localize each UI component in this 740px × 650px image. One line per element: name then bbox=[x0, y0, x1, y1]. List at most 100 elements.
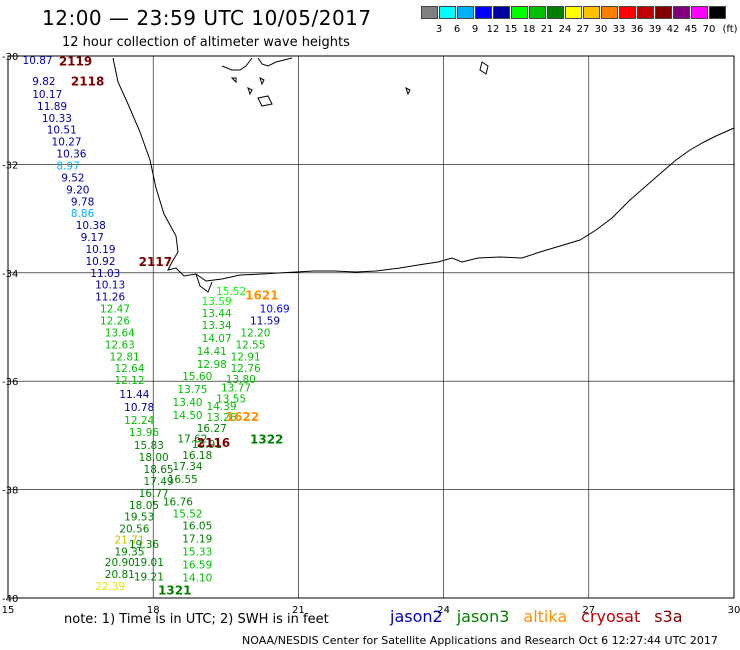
wave-height-value: 12.12 bbox=[114, 375, 144, 387]
lon-tick-label: 15 bbox=[2, 605, 15, 616]
legend-swatch bbox=[457, 6, 474, 19]
wave-height-value: 12.20 bbox=[240, 327, 270, 339]
wave-height-value: 19.53 bbox=[124, 512, 154, 524]
page-subtitle: 12 hour collection of altimeter wave hei… bbox=[62, 35, 350, 50]
legend-swatch bbox=[583, 6, 600, 19]
legend-label: 24 bbox=[558, 24, 572, 35]
wave-height-value: 16.77 bbox=[139, 488, 169, 500]
legend-label: 3 bbox=[435, 24, 443, 35]
page-title: 12:00 — 23:59 UTC 10/05/2017 bbox=[42, 6, 372, 30]
wave-height-value: 19.21 bbox=[134, 571, 164, 583]
wave-height-value: 20.90 bbox=[105, 557, 135, 569]
credit-line: NOAA/NESDIS Center for Satellite Applica… bbox=[242, 634, 718, 647]
legend-swatch bbox=[421, 6, 438, 19]
wave-height-value: 11.89 bbox=[37, 101, 67, 113]
legend-swatch bbox=[511, 6, 528, 19]
wave-height-value: 10.27 bbox=[52, 137, 82, 149]
legend-swatch bbox=[439, 6, 456, 19]
wave-height-value: 13.64 bbox=[105, 327, 135, 339]
satellite-cryosat: cryosat bbox=[581, 607, 641, 626]
wave-height-value: 17.49 bbox=[144, 476, 174, 488]
wave-height-value: 21.71 bbox=[114, 534, 144, 546]
wave-height-value: 12.63 bbox=[105, 339, 135, 351]
island-small-6 bbox=[259, 77, 265, 86]
wave-height-value: 16.59 bbox=[182, 559, 212, 571]
wave-height-value: 12.76 bbox=[231, 363, 261, 375]
legend-swatch bbox=[619, 6, 636, 19]
legend-label: 33 bbox=[612, 24, 626, 35]
wave-height-value: 14.07 bbox=[202, 333, 232, 345]
wave-height-value: 13.34 bbox=[202, 320, 232, 332]
wave-height-value: 11.26 bbox=[95, 292, 125, 304]
wave-height-value: 13.40 bbox=[173, 397, 203, 409]
legend-swatch bbox=[709, 6, 726, 19]
lon-tick-label: 24 bbox=[437, 605, 450, 616]
wave-height-value: 16.76 bbox=[163, 497, 193, 509]
wave-height-value: 9.78 bbox=[71, 196, 94, 208]
island-small-4 bbox=[230, 77, 237, 84]
wave-height-value: 14.39 bbox=[206, 401, 236, 413]
wave-height-value: 10.78 bbox=[124, 402, 154, 414]
wave-height-value: 15.52 bbox=[216, 286, 246, 298]
axis-ticks: 15 18 21 24 27 30 -30 -32 -34 -36 -38 -40 bbox=[2, 52, 740, 616]
wave-height-value: 13.26 bbox=[206, 412, 236, 424]
wave-height-labels: 10.879.8210.1711.8910.3310.5110.2710.368… bbox=[23, 55, 290, 593]
wave-height-value: 10.13 bbox=[95, 280, 125, 292]
wave-height-value: 12.64 bbox=[114, 363, 144, 375]
lat-tick-label: -36 bbox=[2, 377, 18, 388]
wave-height-value: 19.36 bbox=[129, 539, 159, 551]
legend-swatch bbox=[655, 6, 672, 19]
island-small-5 bbox=[405, 87, 411, 96]
wave-height-value: 17.19 bbox=[182, 533, 212, 545]
legend-label: 15 bbox=[504, 24, 518, 35]
wave-height-value: 14.10 bbox=[182, 572, 212, 584]
wave-height-value: 22.39 bbox=[95, 581, 125, 593]
wave-height-value: 13.77 bbox=[221, 383, 251, 395]
wave-height-value: 16.27 bbox=[197, 423, 227, 435]
wave-height-value: 15.60 bbox=[182, 371, 212, 383]
wave-height-value: 8.86 bbox=[71, 208, 95, 220]
wave-height-value: 12.98 bbox=[197, 359, 227, 371]
wave-height-value: 9.17 bbox=[81, 232, 104, 244]
wave-height-value: 16.05 bbox=[182, 520, 212, 532]
satellite-jason2: jason2 bbox=[390, 607, 443, 626]
wave-height-value: 15.91 bbox=[192, 439, 222, 451]
wave-height-value: 20.81 bbox=[105, 569, 135, 581]
legend-label: 9 bbox=[471, 24, 479, 35]
wave-height-value: 17.62 bbox=[177, 434, 207, 446]
wave-height-value: 15.83 bbox=[134, 440, 164, 452]
legend-label: 45 bbox=[684, 24, 698, 35]
wave-height-value: 10.92 bbox=[85, 256, 115, 268]
legend-swatch bbox=[691, 6, 708, 19]
legend-swatch bbox=[475, 6, 492, 19]
pass-time-label: 2119 bbox=[59, 54, 92, 68]
wave-height-value: 14.41 bbox=[197, 346, 227, 358]
wave-height-value: 18.65 bbox=[144, 464, 174, 476]
wave-height-value: 12.26 bbox=[100, 315, 130, 327]
pass-time-label: 1321 bbox=[158, 583, 191, 597]
wave-height-value: 17.34 bbox=[173, 461, 203, 473]
wave-height-value: 12.91 bbox=[231, 351, 261, 363]
pass-time-label: 2116 bbox=[197, 436, 230, 450]
wave-height-value: 14.50 bbox=[173, 410, 203, 422]
legend-label: 39 bbox=[648, 24, 662, 35]
satellite-legend: jason2 jason3 altika cryosat s3a bbox=[390, 607, 697, 626]
pass-time-label: 1622 bbox=[226, 410, 259, 424]
legend-swatch bbox=[601, 6, 618, 19]
legend-label: 30 bbox=[594, 24, 608, 35]
coastline-upper bbox=[257, 57, 293, 67]
graticule bbox=[7, 55, 735, 599]
wave-height-value: 18.00 bbox=[139, 452, 169, 464]
wave-height-value: 10.33 bbox=[42, 113, 72, 125]
wave-height-value: 11.03 bbox=[90, 268, 120, 280]
legend-swatch bbox=[637, 6, 654, 19]
footer-note: note: 1) Time is in UTC; 2) SWH is in fe… bbox=[64, 612, 329, 627]
satellite-jason3: jason3 bbox=[456, 607, 510, 626]
wave-height-value: 15.52 bbox=[173, 508, 203, 520]
pass-time-label: 1322 bbox=[250, 433, 283, 447]
wave-height-value: 19.01 bbox=[134, 557, 164, 569]
lat-tick-label: -32 bbox=[2, 160, 18, 171]
legend-label: 27 bbox=[576, 24, 590, 35]
wave-height-value: 13.75 bbox=[177, 384, 207, 396]
